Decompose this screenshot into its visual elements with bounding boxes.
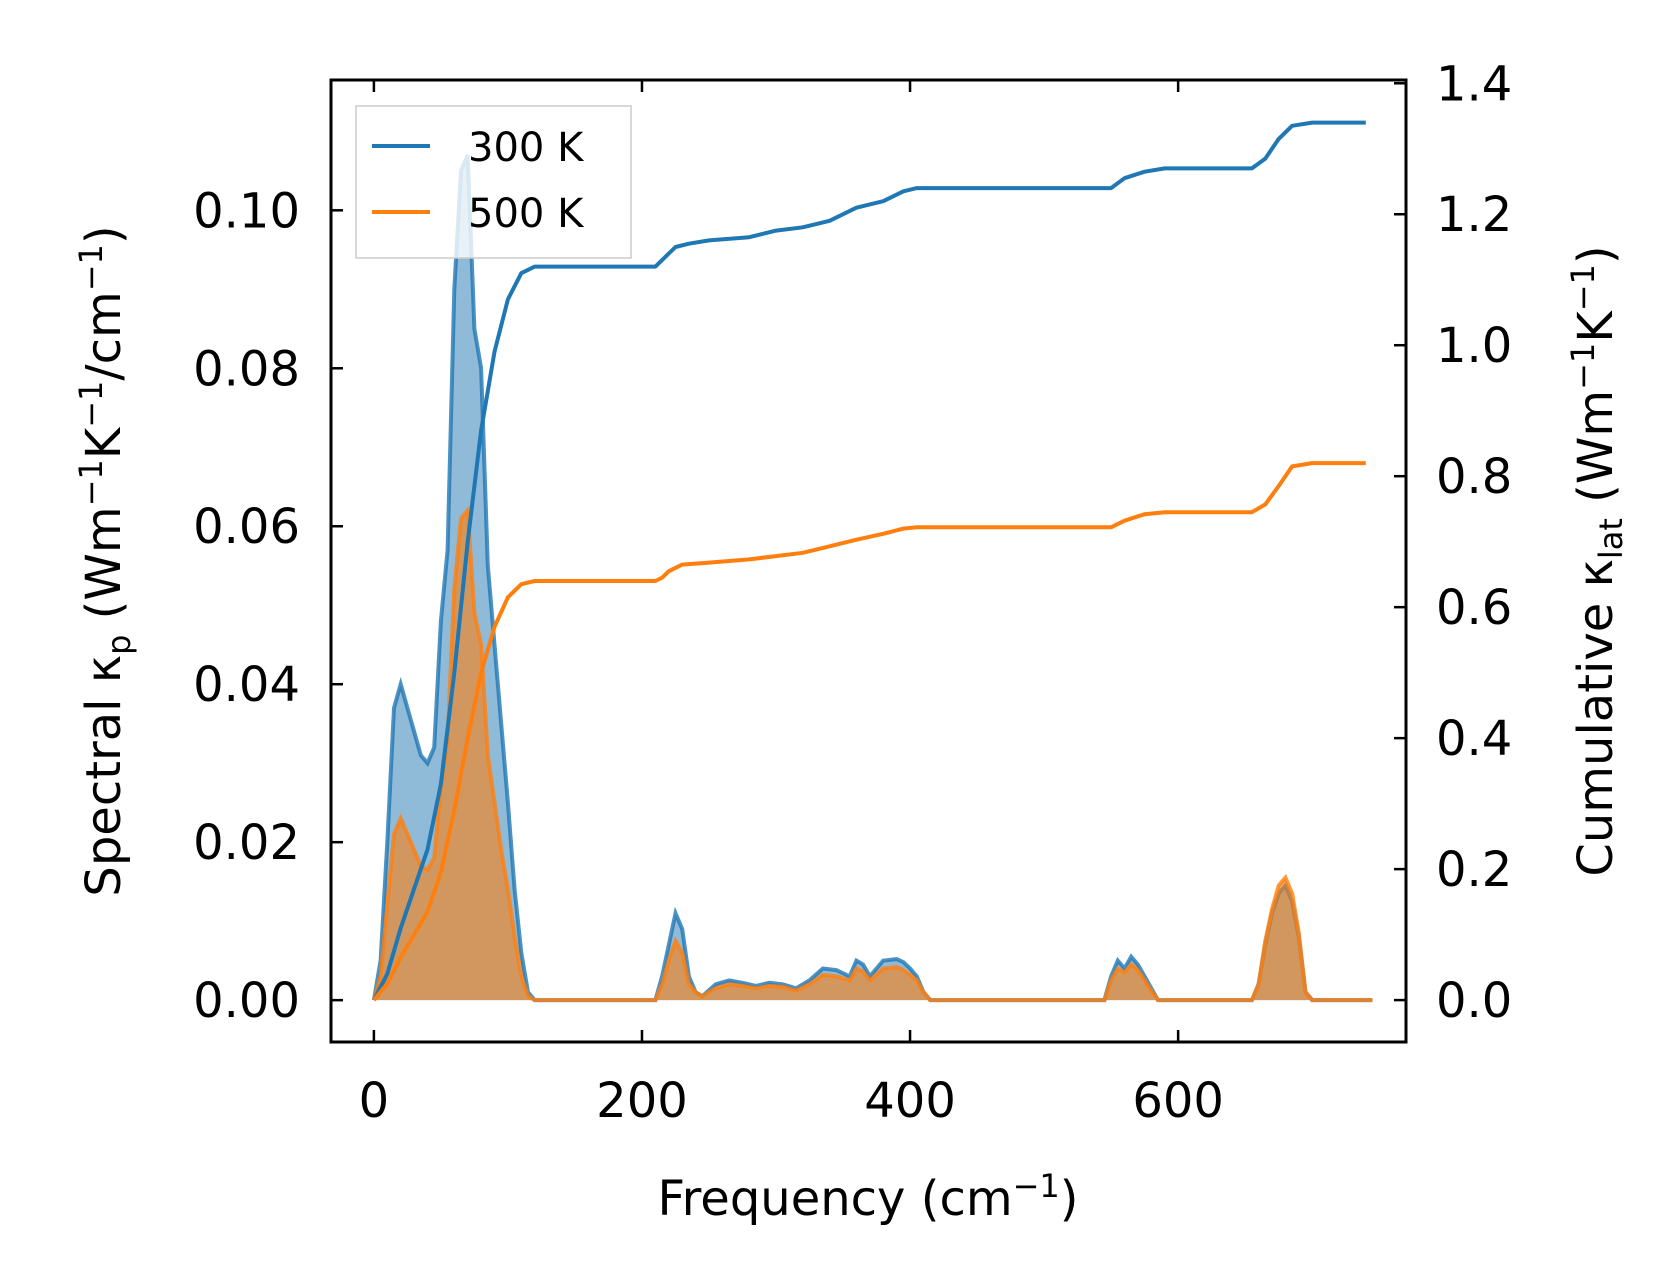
spectral-fills <box>371 154 1373 1003</box>
legend-label-500k: 500 K <box>468 191 585 237</box>
y-right-tick-label: 0.6 <box>1436 580 1512 636</box>
legend: 300 K 500 K <box>355 105 632 259</box>
x-axis-title: Frequency (cm−1) <box>657 1167 1078 1227</box>
y-right-tick-label: 1.0 <box>1436 318 1512 374</box>
y-axis-right-title: Cumulative κlat (Wm−1K−1) <box>1564 245 1630 876</box>
x-tick-label: 200 <box>596 1073 688 1129</box>
spectral-fill-500k <box>373 510 1373 1001</box>
cumulative-line-300k <box>372 120 1366 1002</box>
y-left-tick-label: 0.08 <box>193 341 300 397</box>
y-right-tick-label: 0.4 <box>1436 711 1512 767</box>
x-tick-label: 400 <box>864 1073 956 1129</box>
y-left-tick-label: 0.00 <box>193 973 300 1029</box>
y-left-tick-label: 0.06 <box>193 499 300 555</box>
ticks <box>331 80 1406 1042</box>
y-right-tick-label: 1.2 <box>1436 187 1512 243</box>
legend-box <box>355 105 632 259</box>
cumulative-line-500k <box>372 461 1366 1002</box>
x-tick-label: 600 <box>1132 1073 1224 1129</box>
y-right-tick-label: 0.0 <box>1436 973 1512 1029</box>
spectral-edge-500k <box>371 505 1373 1003</box>
y-left-tick-label: 0.02 <box>193 815 300 871</box>
y-left-tick-label: 0.04 <box>193 657 300 713</box>
plot-frame <box>329 78 1408 1044</box>
y-right-tick-label: 0.2 <box>1436 842 1512 898</box>
series-lines <box>372 120 1366 1002</box>
y-axis-left-title: Spectral κp (Wm−1K−1/cm−1) <box>72 225 138 896</box>
y-right-tick-label: 0.8 <box>1436 449 1512 505</box>
x-tick-label: 0 <box>359 1073 390 1129</box>
y-right-tick-label: 1.4 <box>1436 56 1512 112</box>
y-left-tick-label: 0.10 <box>193 183 300 239</box>
legend-label-300k: 300 K <box>468 125 585 171</box>
